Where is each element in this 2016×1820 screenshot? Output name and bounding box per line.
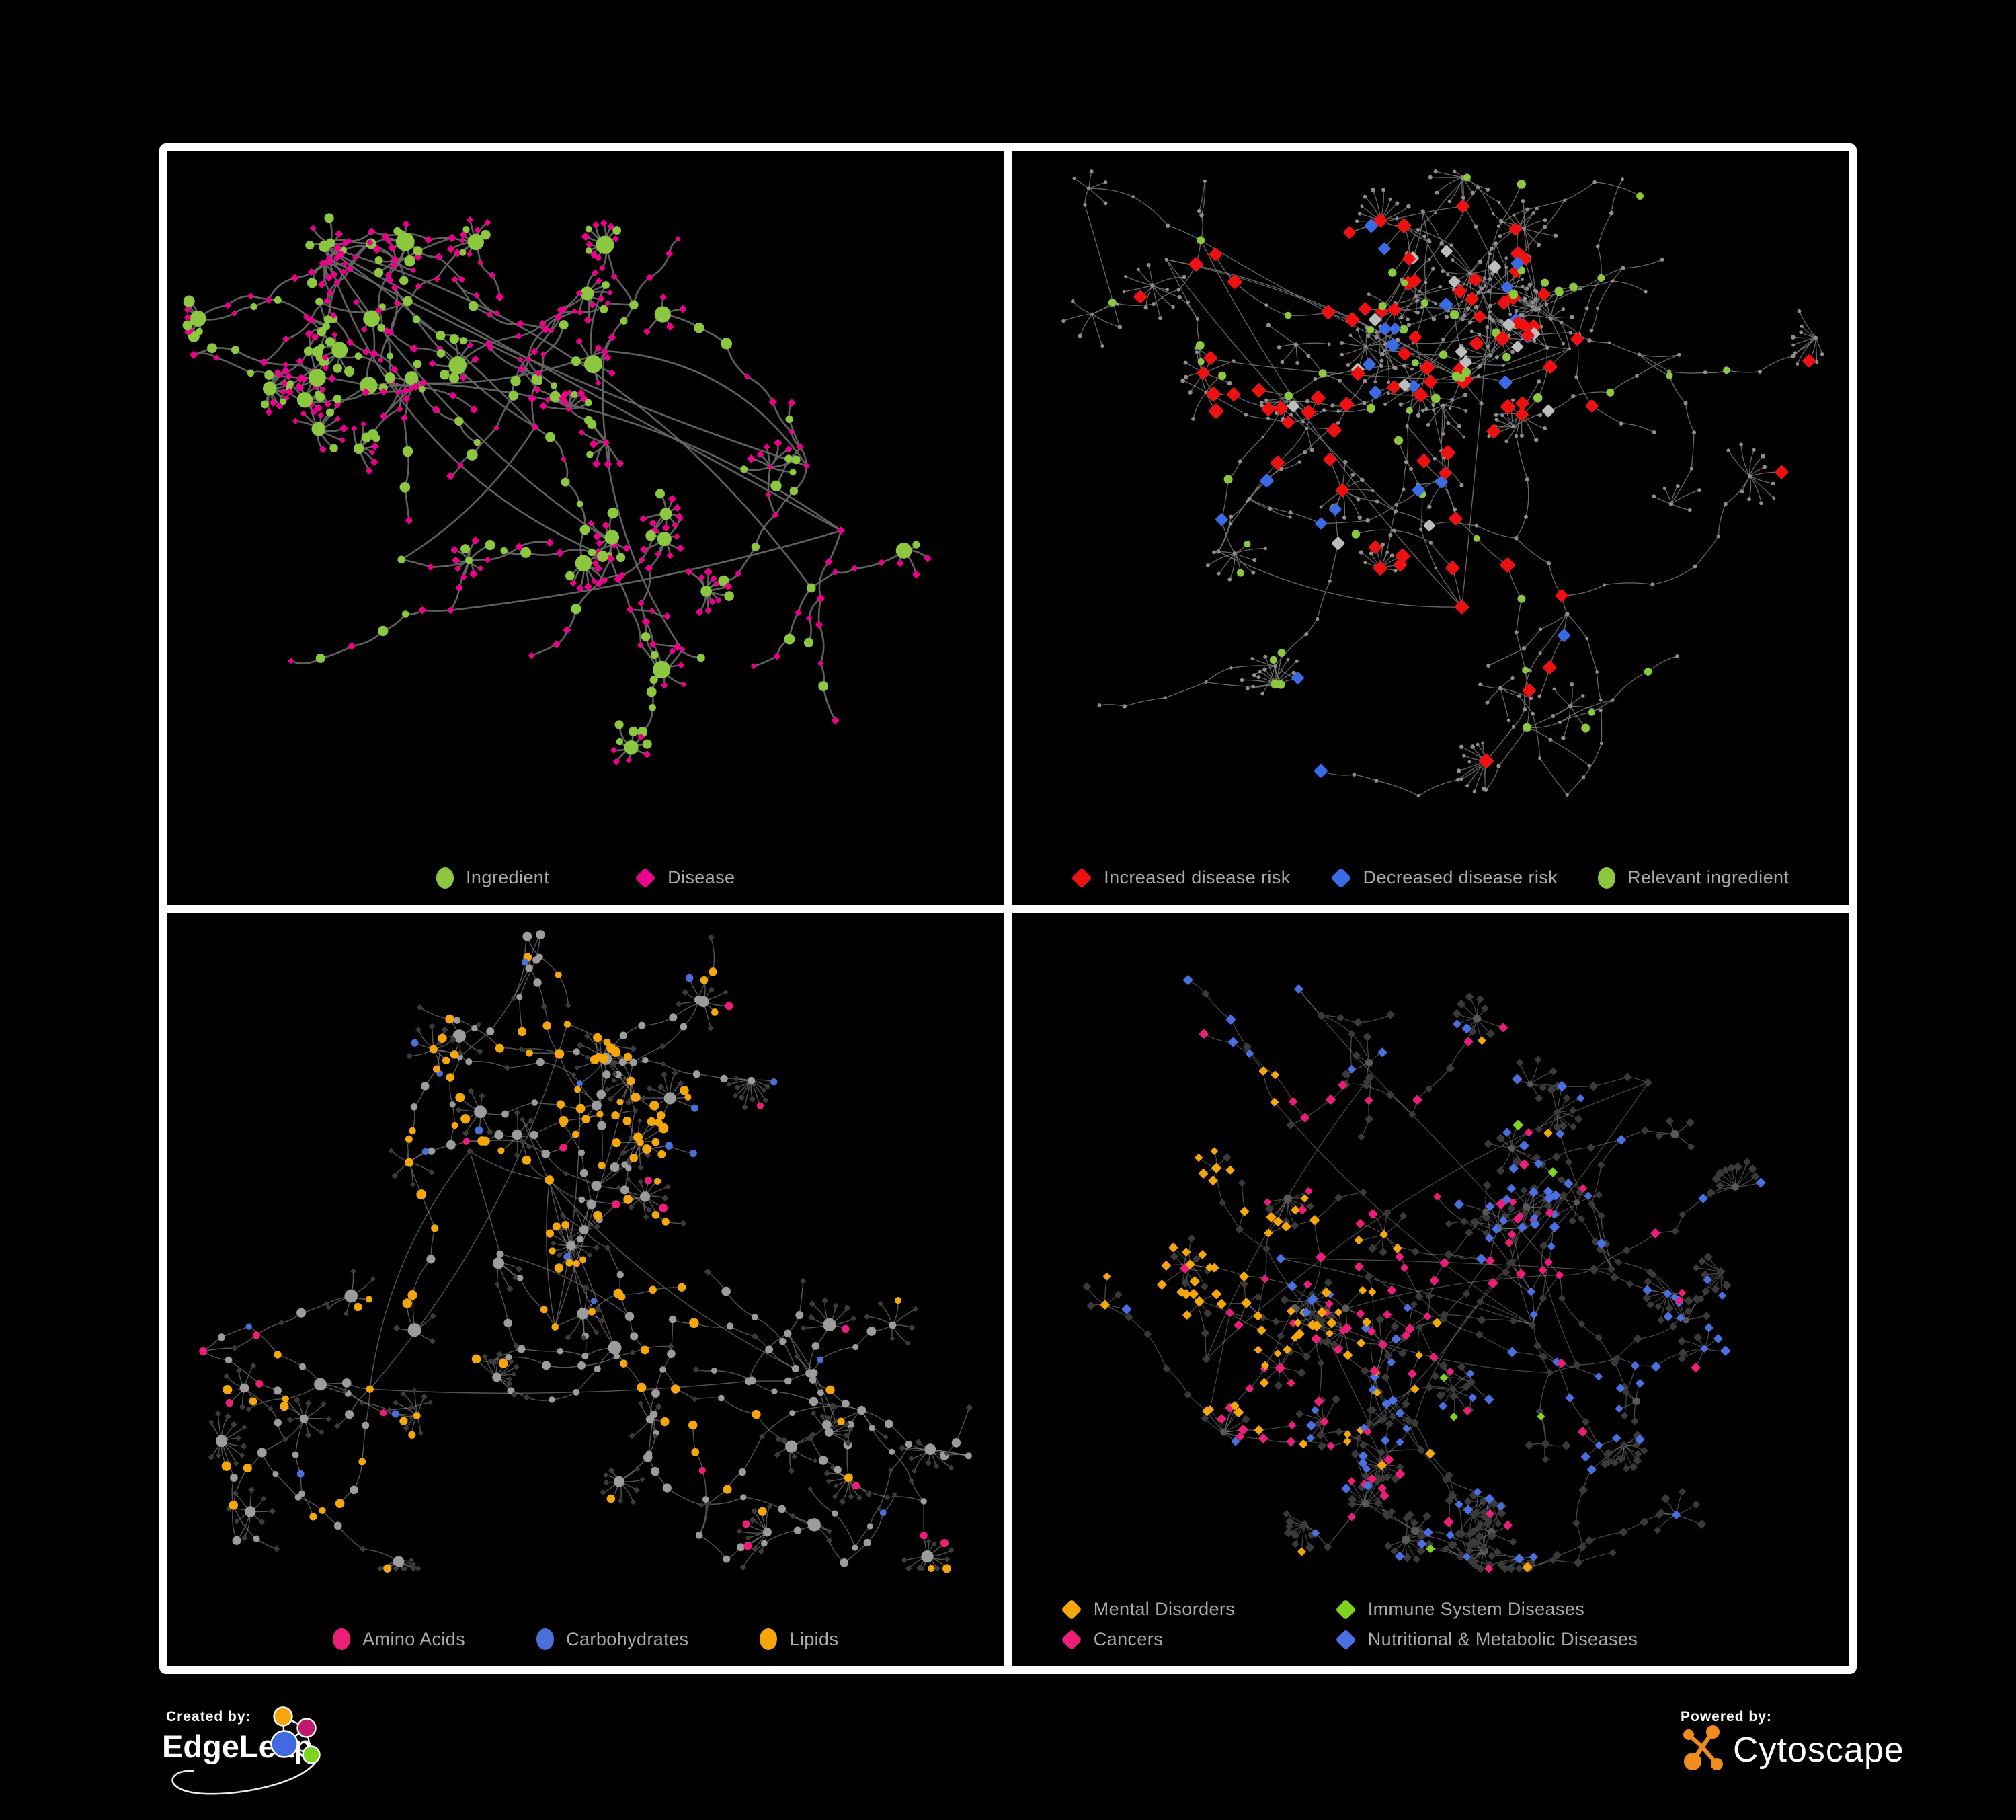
legend-item-disease: Disease (635, 867, 735, 889)
legend-item-amino-acids: Amino Acids (333, 1628, 465, 1650)
legend-label: Cancers (1093, 1629, 1164, 1649)
decreased-risk-diamond-icon (1330, 867, 1352, 889)
legend-label: Lipids (789, 1628, 839, 1649)
legend-item-decreased-risk: Decreased disease risk (1330, 867, 1558, 889)
ingredient-circle-icon (436, 867, 454, 889)
edgeleap-network-icon (171, 1706, 321, 1795)
lipids-circle-icon (760, 1628, 778, 1650)
edgeleap-logo: Created by: EdgeLeap (162, 1706, 321, 1795)
legend-item-cancers: Cancers (1061, 1628, 1336, 1651)
legend-item-mental-disorders: Mental Disorders (1061, 1598, 1336, 1620)
legend-label: Disease (668, 867, 735, 887)
legend-label: Ingredient (466, 867, 550, 887)
amino-acids-circle-icon (333, 1628, 351, 1650)
legend-ingredient-disease: Ingredient Disease (167, 867, 1004, 889)
legend-nutrient-classes: Amino Acids Carbohydrates Lipids (167, 1628, 1004, 1650)
legend-label: Increased disease risk (1104, 867, 1291, 887)
legend-item-nutritional-metabolic-diseases: Nutritional & Metabolic Diseases (1335, 1628, 1800, 1651)
legend-item-carbohydrates: Carbohydrates (536, 1628, 688, 1650)
immune-diseases-diamond-icon (1335, 1598, 1357, 1620)
edgeleap-credit: Created by: EdgeLeap (151, 1693, 360, 1814)
legend-label: Amino Acids (362, 1628, 466, 1649)
panel-ingredient-disease: Ingredient Disease (167, 151, 1004, 905)
powered-by-label: Powered by: (1681, 1709, 1772, 1725)
panel-nutrient-classes: Amino Acids Carbohydrates Lipids (167, 912, 1004, 1666)
mental-disorders-diamond-icon (1061, 1598, 1082, 1620)
disease-class-network (1082, 974, 1765, 1573)
created-by-label: Created by: (166, 1709, 251, 1725)
nutritional-metabolic-diamond-icon (1335, 1628, 1357, 1651)
increased-risk-diamond-icon (1071, 867, 1092, 889)
cytoscape-network-icon (1683, 1725, 1723, 1770)
ingredient-disease-network (182, 213, 932, 766)
legend-item-relevant-ingredient: Relevant ingredient (1598, 867, 1789, 889)
legend-label: Mental Disorders (1093, 1599, 1236, 1619)
legend-label: Immune System Diseases (1367, 1599, 1585, 1619)
carbohydrates-circle-icon (536, 1628, 555, 1650)
legend-item-lipids: Lipids (760, 1628, 838, 1650)
legend-disease-classes: Mental Disorders Immune System Diseases … (1012, 1598, 1849, 1651)
legend-label: Nutritional & Metabolic Diseases (1367, 1629, 1638, 1649)
cytoscape-credit: Powered by: Cytoscape (1675, 1705, 1964, 1789)
disease-diamond-icon (635, 867, 656, 889)
panel-disease-classes: Mental Disorders Immune System Diseases … (1012, 912, 1849, 1666)
cytoscape-wordmark: Cytoscape (1733, 1731, 1904, 1770)
legend-disease-risk: Increased disease risk Decreased disease… (1012, 867, 1849, 889)
legend-label: Relevant ingredient (1627, 867, 1789, 887)
relevant-ingredient-circle-icon (1598, 867, 1616, 889)
cancers-diamond-icon (1061, 1628, 1082, 1651)
legend-label: Decreased disease risk (1363, 867, 1558, 887)
legend-item-increased-risk: Increased disease risk (1071, 867, 1291, 889)
cytoscape-logo: Powered by: Cytoscape (1681, 1709, 1904, 1770)
legend-label: Carbohydrates (566, 1628, 689, 1649)
nutrient-class-network (199, 929, 973, 1573)
disease-risk-network (1061, 169, 1824, 798)
panel-disease-risk: Increased disease risk Decreased disease… (1012, 151, 1849, 905)
legend-item-immune-system-diseases: Immune System Diseases (1335, 1598, 1800, 1620)
legend-item-ingredient: Ingredient (436, 867, 549, 889)
panel-grid: Ingredient Disease Increased disease ris… (159, 143, 1857, 1674)
